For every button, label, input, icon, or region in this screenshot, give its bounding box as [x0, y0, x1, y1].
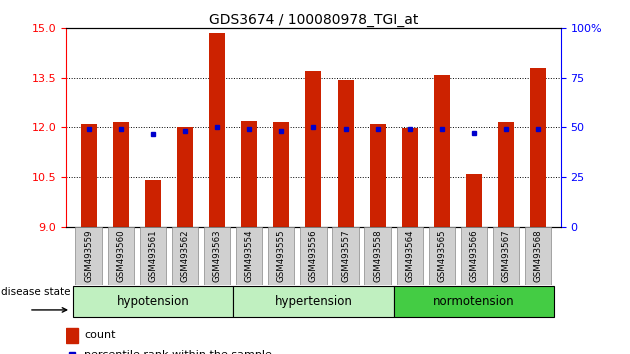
Text: hypotension: hypotension — [117, 295, 189, 308]
Text: GSM493557: GSM493557 — [341, 229, 350, 282]
Bar — [461, 227, 487, 285]
Bar — [268, 227, 294, 285]
Bar — [301, 227, 326, 285]
Text: hypertension: hypertension — [275, 295, 352, 308]
Bar — [338, 80, 353, 227]
Bar — [273, 122, 289, 227]
Text: GSM493563: GSM493563 — [212, 229, 222, 282]
Bar — [434, 75, 450, 227]
Bar — [306, 71, 321, 227]
Bar — [530, 68, 546, 227]
Bar — [76, 227, 102, 285]
Text: GSM493555: GSM493555 — [277, 229, 286, 282]
Bar — [466, 174, 482, 227]
Bar — [525, 227, 551, 285]
Bar — [498, 122, 514, 227]
Text: GSM493559: GSM493559 — [84, 229, 93, 282]
Text: GSM493568: GSM493568 — [534, 229, 542, 282]
Bar — [397, 227, 423, 285]
Text: GSM493558: GSM493558 — [373, 229, 382, 282]
Bar — [113, 122, 129, 227]
Bar — [72, 286, 233, 317]
Bar — [333, 227, 358, 285]
Text: GSM493564: GSM493564 — [405, 229, 415, 282]
Bar — [233, 286, 394, 317]
Bar — [145, 180, 161, 227]
Bar — [402, 129, 418, 227]
Bar — [493, 227, 519, 285]
Text: GSM493554: GSM493554 — [244, 229, 254, 282]
Bar — [236, 227, 262, 285]
Bar — [108, 227, 134, 285]
Text: GSM493560: GSM493560 — [117, 229, 125, 282]
Bar — [81, 124, 96, 227]
Bar — [394, 286, 554, 317]
Text: GSM493562: GSM493562 — [180, 229, 190, 282]
Bar — [177, 127, 193, 227]
Bar — [428, 227, 455, 285]
Text: GSM493556: GSM493556 — [309, 229, 318, 282]
Text: GSM493565: GSM493565 — [437, 229, 447, 282]
Text: GSM493561: GSM493561 — [148, 229, 158, 282]
Text: normotension: normotension — [433, 295, 515, 308]
Bar — [204, 227, 230, 285]
Bar — [241, 121, 257, 227]
Text: count: count — [84, 330, 115, 340]
Title: GDS3674 / 100080978_TGI_at: GDS3674 / 100080978_TGI_at — [209, 13, 418, 27]
Bar — [365, 227, 391, 285]
Bar — [140, 227, 166, 285]
Bar — [370, 124, 386, 227]
Text: percentile rank within the sample: percentile rank within the sample — [84, 350, 272, 354]
Bar — [66, 328, 78, 343]
Bar — [172, 227, 198, 285]
Text: GSM493566: GSM493566 — [469, 229, 479, 282]
Bar — [209, 33, 225, 227]
Text: GSM493567: GSM493567 — [501, 229, 510, 282]
Text: disease state: disease state — [1, 287, 71, 297]
